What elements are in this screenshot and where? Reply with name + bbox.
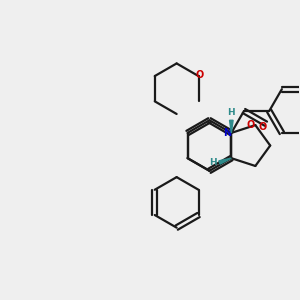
Text: O: O xyxy=(196,70,204,80)
Polygon shape xyxy=(219,158,231,164)
Text: N: N xyxy=(223,128,231,138)
Polygon shape xyxy=(230,120,233,133)
Text: H: H xyxy=(227,108,235,117)
Text: O: O xyxy=(247,120,255,130)
Text: H: H xyxy=(209,158,217,167)
Text: O: O xyxy=(259,122,267,132)
